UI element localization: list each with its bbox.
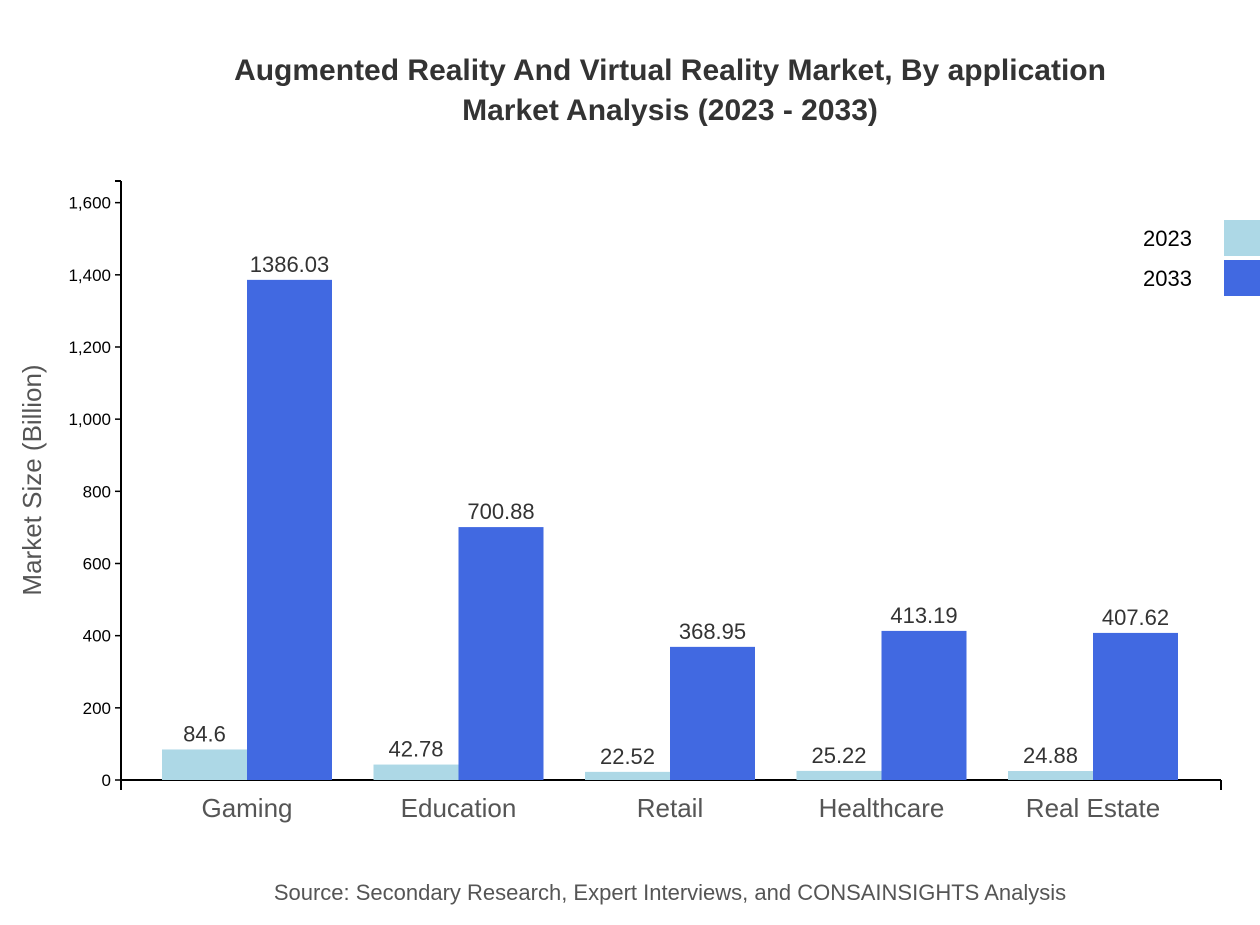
y-tick-label: 1,600 [68,194,111,213]
y-tick-label: 1,200 [68,338,111,357]
y-tick-label: 200 [83,699,111,718]
bar-2023-healthcare [796,770,882,780]
y-tick-label: 1,000 [68,410,111,429]
chart-title-line1: Augmented Reality And Virtual Reality Ma… [234,54,1106,87]
y-tick-label: 0 [102,771,111,790]
data-label: 22.52 [600,744,655,769]
bar-2033-gaming [247,279,332,780]
legend-label: 2033 [1143,266,1192,291]
legend-label: 2023 [1143,226,1192,251]
chart-title-line2: Market Analysis (2023 - 2033) [462,94,878,127]
data-label: 24.88 [1023,743,1078,768]
bar-2023-gaming [162,749,247,780]
bar-2023-retail [585,771,670,780]
x-tick-label: Retail [637,793,703,823]
x-tick-label: Real Estate [1026,793,1160,823]
source-note: Source: Secondary Research, Expert Inter… [274,880,1066,905]
bar-2023-real-estate [1008,771,1093,780]
legend-swatch-2023 [1224,220,1260,256]
y-axis-label: Market Size (Billion) [17,364,47,595]
y-tick-label: 400 [83,627,111,646]
y-tick-label: 1,400 [68,266,111,285]
bar-2033-retail [670,646,755,780]
data-label: 42.78 [388,737,443,762]
legend-swatch-2033 [1224,260,1260,296]
x-tick-label: Gaming [201,793,292,823]
bar-2033-real-estate [1093,632,1178,780]
y-tick-label: 600 [83,554,111,573]
x-tick-label: Education [401,793,517,823]
bar-2033-education [458,527,544,780]
data-label: 368.95 [679,619,746,644]
data-label: 407.62 [1102,605,1169,630]
data-label: 1386.03 [250,252,330,277]
x-tick-label: Healthcare [819,793,945,823]
bar-2023-education [373,764,459,780]
data-label: 84.6 [183,721,226,746]
data-label: 25.22 [811,743,866,768]
bar-2033-healthcare [881,630,967,780]
data-label: 413.19 [890,603,957,628]
data-label: 700.88 [467,499,534,524]
y-tick-label: 800 [83,482,111,501]
